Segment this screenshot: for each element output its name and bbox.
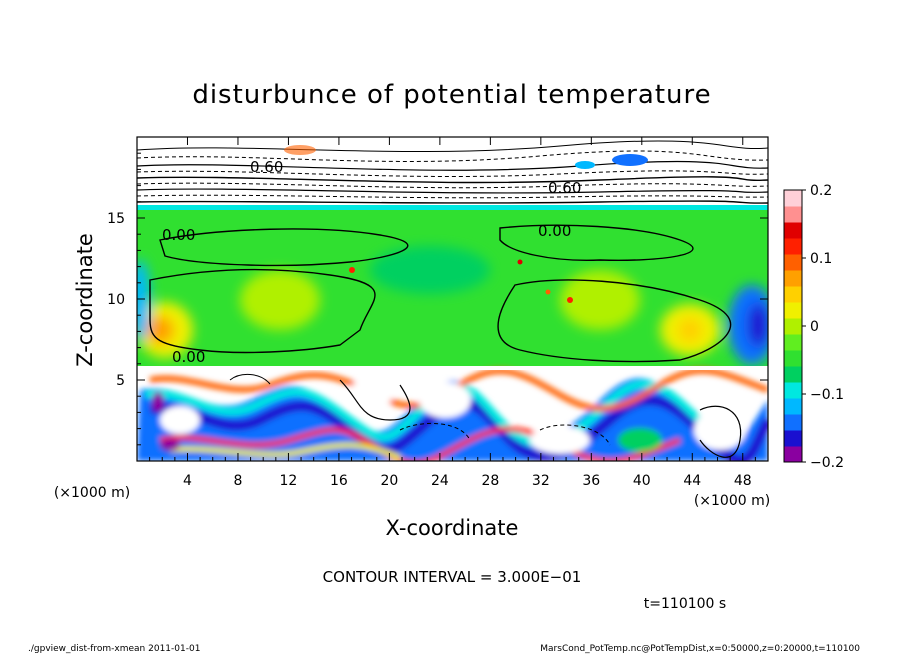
colorbar-swatch [784,350,802,367]
colorbar-tick-label: 0.1 [810,251,832,267]
contour-label: 0.00 [162,226,195,244]
y-tick-label: 10 [107,292,125,308]
lower-layer [137,366,768,461]
colorbar-swatch [784,430,802,447]
colorbar-swatch [784,206,802,223]
colorbar-swatch [784,238,802,255]
colorbar-swatch [784,334,802,351]
colorbar-tick-label: −0.2 [810,455,844,471]
x-tick-label: 20 [380,473,398,489]
colorbar-swatch [784,382,802,399]
colorbar-swatch [784,254,802,271]
upper-layer [137,137,768,212]
x-tick-label: 4 [183,473,192,489]
y-tick-label: 5 [116,373,125,389]
x-tick-label: 8 [233,473,242,489]
colorbar-swatch [784,302,802,319]
x-unit-label: (×1000 m) [694,493,770,509]
x-tick-label: 32 [532,473,550,489]
middle-layer [137,210,768,370]
contour-interval: CONTOUR INTERVAL = 3.000E−01 [323,568,582,586]
contour-labels: 0.00 0.00 0.00 0.60 0.60 [162,158,581,366]
footer-left: ./gpview_dist-from-xmean 2011-01-01 [28,644,200,654]
x-tick-label: 48 [734,473,752,489]
x-tick-label: 40 [633,473,651,489]
chart-title: disturbunce of potential temperature [192,80,711,110]
y-axis-label: Z-coordinate [73,233,97,367]
colorbar-swatch [784,286,802,303]
x-tick-label: 44 [683,473,701,489]
x-tick-label: 36 [582,473,600,489]
x-tick-label: 12 [280,473,298,489]
colorbar-swatch [784,222,802,239]
y-unit-label: (×1000 m) [54,485,130,501]
contour-label: 0.60 [548,179,581,197]
colorbar-tick-label: 0 [810,319,819,335]
footer-right: MarsCond_PotTemp.nc@PotTempDist,x=0:5000… [540,644,860,654]
time-label: t=110100 s [644,596,726,612]
x-tick-label: 28 [481,473,499,489]
colorbar-swatch [784,398,802,415]
colorbar-swatch [784,270,802,287]
colorbar-swatch [784,318,802,335]
contour-label: 0.00 [172,348,205,366]
colorbar-tick-label: −0.1 [810,387,844,403]
colorbar-swatch [784,190,802,207]
x-axis-label: X-coordinate [386,516,519,540]
colorbar: 0.2 0.1 0 −0.1 −0.2 [783,183,844,471]
x-tick-label: 16 [330,473,348,489]
colorbar-swatch [784,366,802,383]
contour-label: 0.00 [538,222,571,240]
colorbar-swatch [784,446,802,463]
contour-label: 0.60 [250,158,283,176]
y-axis: 5 10 15 [107,152,768,446]
y-tick-label: 15 [107,211,125,227]
colorbar-tick-label: 0.2 [810,183,832,199]
x-axis: 4 8 12 16 20 24 28 32 36 40 44 48 [149,137,756,489]
heatmap-field [137,137,768,461]
x-tick-label: 24 [431,473,449,489]
colorbar-swatch [784,414,802,431]
